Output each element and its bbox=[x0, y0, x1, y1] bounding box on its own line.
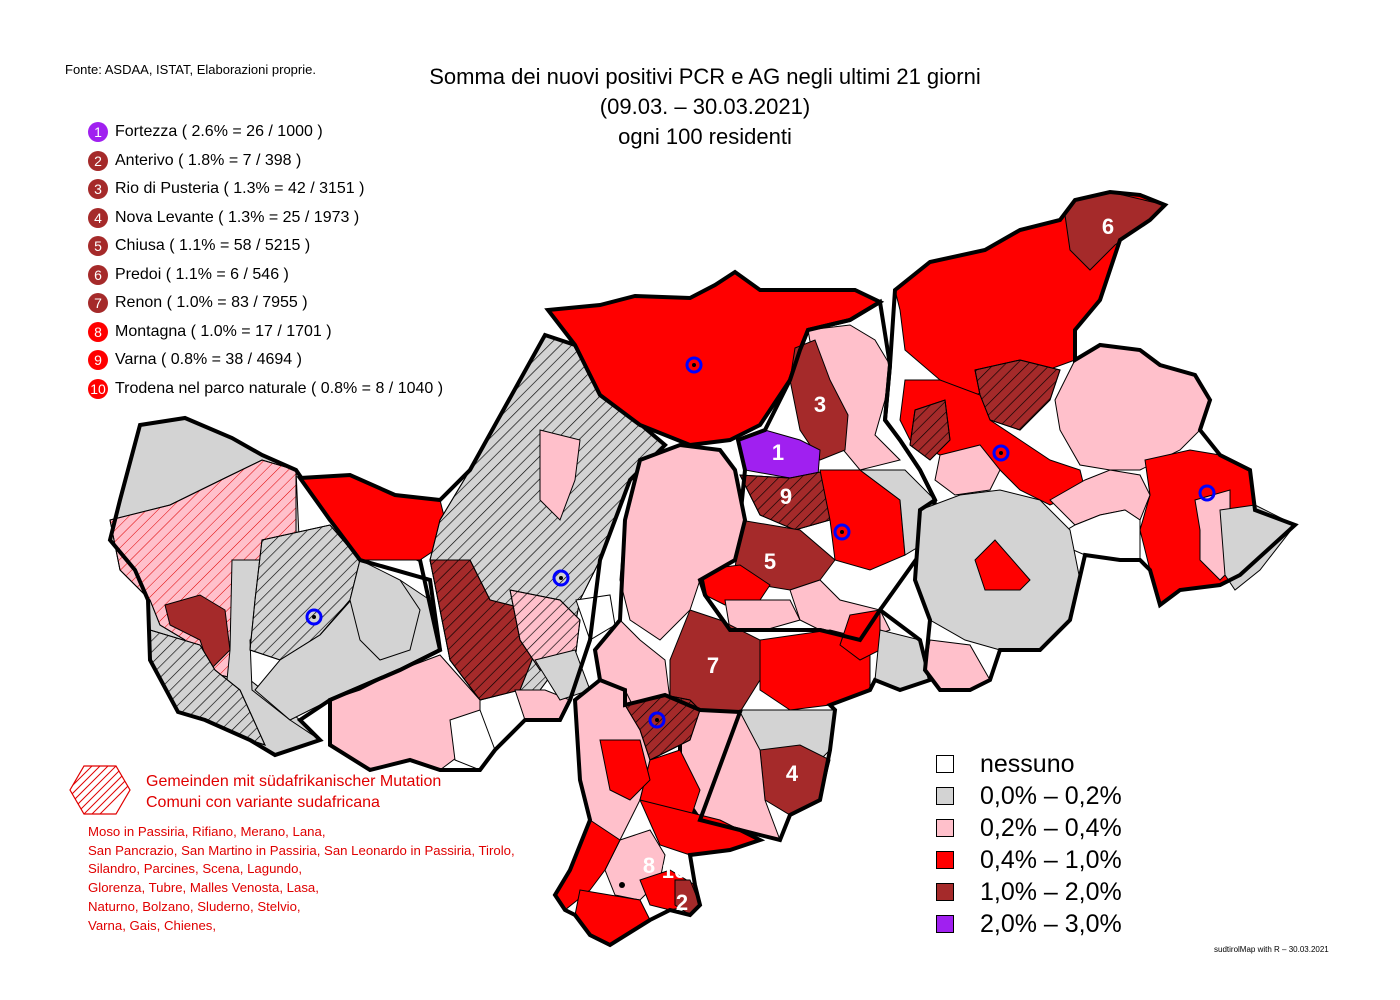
legend-label: nessuno bbox=[980, 749, 1075, 778]
ranking-item: 1 Fortezza ( 2.6% = 26 / 1000 ) bbox=[88, 118, 443, 147]
ranking-number-badge: 10 bbox=[88, 378, 108, 399]
district-eisacktal bbox=[699, 324, 936, 641]
district-capitals bbox=[305, 356, 1216, 888]
legend-swatch bbox=[936, 851, 954, 869]
title-line-2: (09.03. – 30.03.2021) bbox=[599, 94, 811, 119]
district-salten-schlern bbox=[594, 444, 931, 841]
map-label-9: 9 bbox=[780, 484, 792, 509]
mutation-municipality-list: Moso in Passiria, Rifiano, Merano, Lana,… bbox=[88, 823, 588, 935]
legend-swatch bbox=[936, 883, 954, 901]
ranking-text: Montagna ( 1.0% = 17 / 1701 ) bbox=[115, 322, 332, 340]
map-label-10: 10 bbox=[662, 858, 686, 883]
color-legend: nessuno 0,0% – 0,2% 0,2% – 0,4% 0,4% – 1,0%… bbox=[936, 748, 1122, 940]
map-title: Somma dei nuovi positivi PCR e AG negli … bbox=[380, 62, 1030, 152]
ranking-text: Varna ( 0.8% = 38 / 4694 ) bbox=[115, 351, 302, 369]
ranking-text: Renon ( 1.0% = 83 / 7955 ) bbox=[115, 294, 308, 312]
legend-label: 0,2% – 0,4% bbox=[980, 813, 1122, 842]
mutation-list-line: Silandro, Parcines, Scena, Lagundo, bbox=[88, 861, 303, 877]
ranking-number-badge: 7 bbox=[88, 293, 108, 314]
ranking-number-badge: 5 bbox=[88, 236, 108, 257]
map-label-6: 6 bbox=[1102, 214, 1114, 239]
ranking-text: Chiusa ( 1.1% = 58 / 5215 ) bbox=[115, 237, 311, 255]
legend-item: 1,0% – 2,0% bbox=[936, 876, 1122, 908]
ranking-text: Nova Levante ( 1.3% = 25 / 1973 ) bbox=[115, 208, 360, 226]
ranking-number-badge: 1 bbox=[88, 122, 108, 143]
mutation-title-it: Comuni con variante sudafricana bbox=[146, 794, 380, 811]
mutation-list-line: Varna, Gais, Chienes, bbox=[88, 917, 217, 933]
ranking-item: 5 Chiusa ( 1.1% = 58 / 5215 ) bbox=[88, 232, 443, 261]
ranking-item: 9 Varna ( 0.8% = 38 / 4694 ) bbox=[88, 346, 443, 375]
legend-swatch bbox=[936, 819, 954, 837]
mutation-list-line: Moso in Passiria, Rifiano, Merano, Lana, bbox=[88, 824, 326, 839]
ranking-number-badge: 6 bbox=[88, 264, 108, 285]
mutation-legend-title: Gemeinden mit südafrikanischer Mutation … bbox=[146, 771, 441, 813]
map-label-2: 2 bbox=[676, 890, 688, 915]
ranking-item: 2 Anterivo ( 1.8% = 7 / 398 ) bbox=[88, 147, 443, 176]
legend-label: 1,0% – 2,0% bbox=[980, 877, 1122, 906]
ranking-number-badge: 2 bbox=[88, 150, 108, 171]
ranking-list: 1 Fortezza ( 2.6% = 26 / 1000 ) 2 Anterivo … bbox=[88, 118, 443, 403]
district-burggrafenamt bbox=[299, 334, 666, 771]
legend-swatch bbox=[936, 787, 954, 805]
source-note: Fonte: ASDAA, ISTAT, Elaborazioni propri… bbox=[65, 62, 316, 77]
ranking-item: 6 Predoi ( 1.1% = 6 / 546 ) bbox=[88, 261, 443, 290]
legend-item: 2,0% – 3,0% bbox=[936, 908, 1122, 940]
legend-swatch bbox=[936, 755, 954, 773]
ranking-number-badge: 8 bbox=[88, 321, 108, 342]
ranking-item: 8 Montagna ( 1.0% = 17 / 1701 ) bbox=[88, 318, 443, 347]
map-label-3: 3 bbox=[814, 392, 826, 417]
ranking-number-badge: 4 bbox=[88, 207, 108, 228]
legend-label: 0,0% – 0,2% bbox=[980, 781, 1122, 810]
legend-item: 0,2% – 0,4% bbox=[936, 812, 1122, 844]
hatched-hexagon-icon bbox=[69, 765, 131, 815]
ranking-text: Fortezza ( 2.6% = 26 / 1000 ) bbox=[115, 123, 323, 141]
legend-swatch bbox=[936, 915, 954, 933]
legend-item: 0,4% – 1,0% bbox=[936, 844, 1122, 876]
title-line-1: Somma dei nuovi positivi PCR e AG negli … bbox=[429, 64, 981, 89]
map-label-7: 7 bbox=[707, 653, 719, 678]
map-label-4: 4 bbox=[786, 761, 799, 786]
ranking-text: Rio di Pusteria ( 1.3% = 42 / 3151 ) bbox=[115, 180, 365, 198]
map-label-1: 1 bbox=[772, 440, 784, 465]
district-pustertal bbox=[894, 191, 1296, 691]
district-unterland bbox=[554, 679, 762, 946]
legend-item: 0,0% – 0,2% bbox=[936, 780, 1122, 812]
ranking-item: 7 Renon ( 1.0% = 83 / 7955 ) bbox=[88, 289, 443, 318]
ranking-text: Predoi ( 1.1% = 6 / 546 ) bbox=[115, 265, 289, 283]
legend-label: 2,0% – 3,0% bbox=[980, 909, 1122, 938]
ranking-number-badge: 3 bbox=[88, 179, 108, 200]
map-label-8: 8 bbox=[643, 853, 655, 878]
legend-label: 0,4% – 1,0% bbox=[980, 845, 1122, 874]
mutation-title-de: Gemeinden mit südafrikanischer Mutation bbox=[146, 773, 442, 790]
ranking-item: 3 Rio di Pusteria ( 1.3% = 42 / 3151 ) bbox=[88, 175, 443, 204]
mutation-list-line: Naturno, Bolzano, Sluderno, Stelvio, bbox=[88, 898, 301, 914]
ranking-item: 4 Nova Levante ( 1.3% = 25 / 1973 ) bbox=[88, 204, 443, 233]
footer-credit: sudtirolMap with R – 30.03.2021 bbox=[1214, 945, 1329, 954]
ranking-text: Anterivo ( 1.8% = 7 / 398 ) bbox=[115, 151, 302, 169]
district-vinschgau bbox=[109, 417, 441, 756]
ranking-item: 10 Trodena nel parco naturale ( 0.8% = 8 … bbox=[88, 375, 443, 404]
mutation-list-line: San Pancrazio, San Martino in Passiria, … bbox=[88, 842, 515, 858]
map-label-5: 5 bbox=[764, 549, 776, 574]
ranking-text: Trodena nel parco naturale ( 0.8% = 8 / … bbox=[115, 379, 444, 397]
legend-item: nessuno bbox=[936, 748, 1122, 780]
mutation-list-line: Glorenza, Tubre, Malles Venosta, Lasa, bbox=[88, 880, 319, 896]
ranking-number-badge: 9 bbox=[88, 350, 108, 371]
title-line-3: ogni 100 residenti bbox=[618, 124, 792, 149]
